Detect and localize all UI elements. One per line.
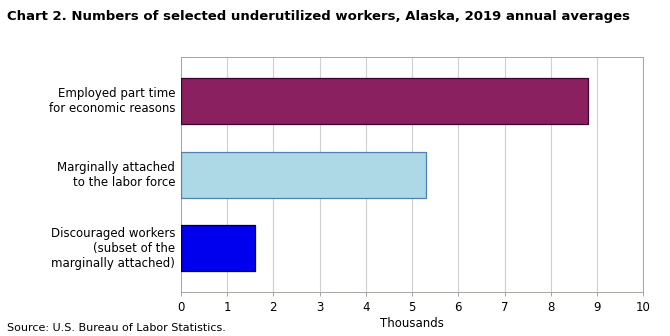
Bar (181, 78, 588, 124)
Bar (181, 225, 255, 271)
Text: Chart 2. Numbers of selected underutilized workers, Alaska, 2019 annual averages: Chart 2. Numbers of selected underutiliz… (7, 10, 630, 23)
X-axis label: Thousands: Thousands (380, 317, 444, 330)
Bar (181, 152, 426, 198)
Text: Source: U.S. Bureau of Labor Statistics.: Source: U.S. Bureau of Labor Statistics. (7, 323, 226, 333)
